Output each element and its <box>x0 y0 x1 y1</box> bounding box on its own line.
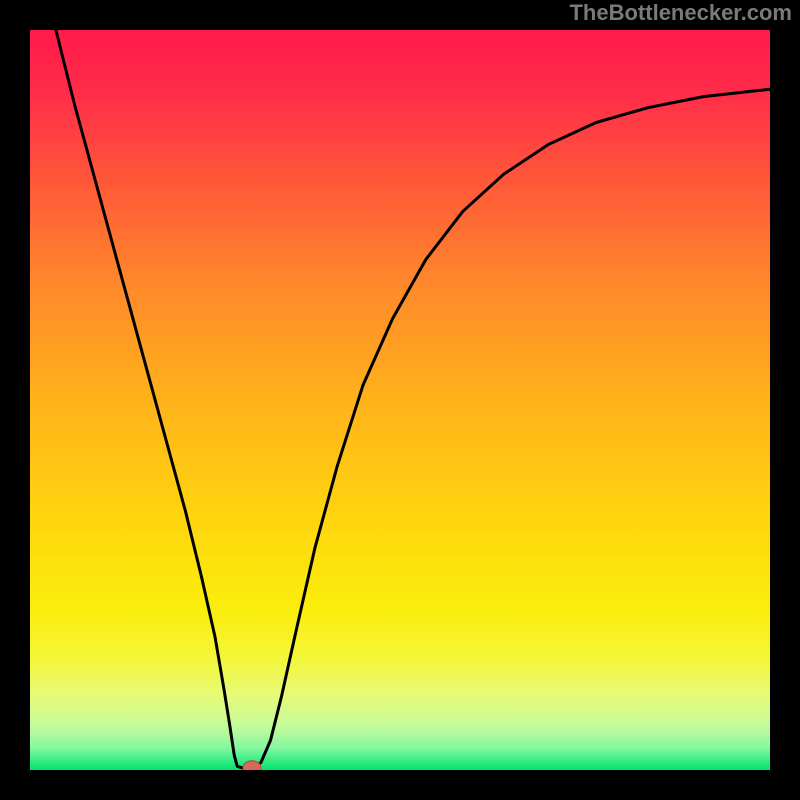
watermark-text: TheBottlenecker.com <box>569 0 792 26</box>
gradient-background <box>30 30 770 770</box>
bottleneck-chart <box>0 0 800 800</box>
chart-container: TheBottlenecker.com <box>0 0 800 800</box>
